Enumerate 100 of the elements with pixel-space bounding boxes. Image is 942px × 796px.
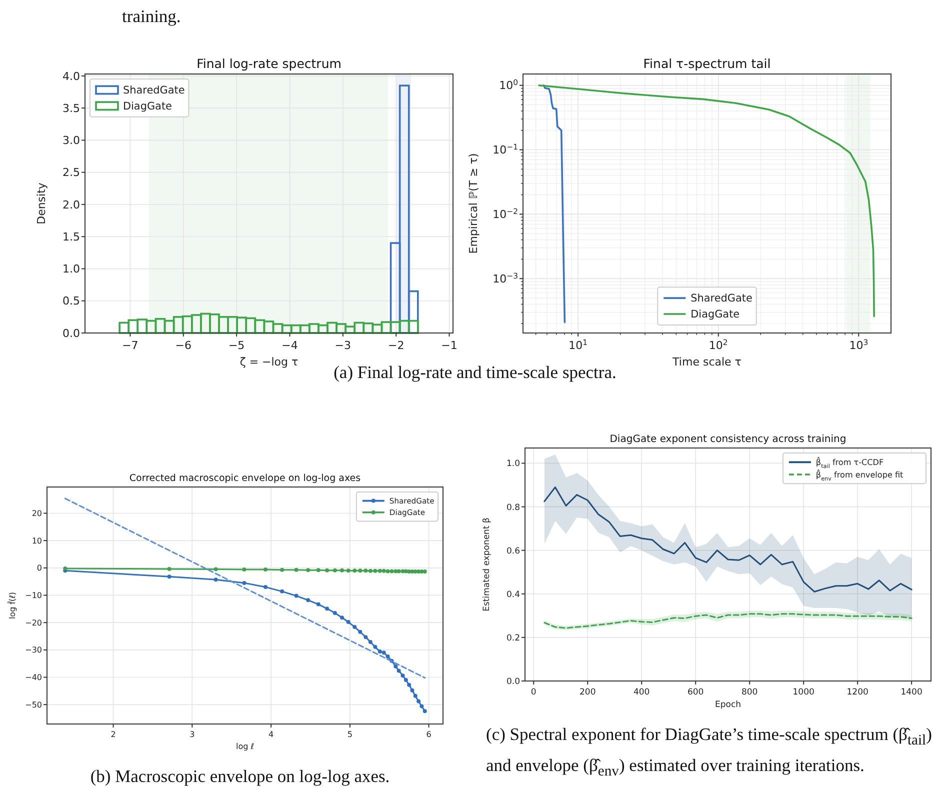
line-series [544,486,912,592]
chart-title: DiagGate exponent consistency across training [610,434,846,445]
point [358,630,362,634]
text: training. [122,5,182,28]
x-tick-label: −5 [228,339,245,352]
x-tick-label: 6 [426,730,432,739]
x-tick-label: 1400 [900,688,922,698]
point [394,569,398,574]
x-axis-title: Epoch [714,700,742,710]
point [214,567,218,572]
chart-title: Corrected macroscopic envelope on log-log axes [129,473,361,484]
point [340,568,344,572]
x-tick-label: 3 [190,730,195,739]
point [410,688,414,692]
point [306,598,310,602]
y-tick-label: 0.5 [62,294,80,308]
x-tick-label: −6 [175,339,192,352]
x-tick-label: −1 [441,339,458,352]
y-tick-label: 10$^{0}$ [499,78,518,92]
point [382,568,386,573]
point [378,650,382,654]
y-tick-label: 20 [32,509,42,518]
point [325,606,330,611]
y-tick-label: 10$^{−3}$ [492,270,518,286]
y-tick-label: −50 [25,700,42,710]
x-tick-label: 10$^{2}$ [708,338,728,352]
legend-label: β̂$_{env}$ from envelope fit [816,468,904,482]
point [280,589,284,594]
point [386,654,390,658]
point [378,568,382,573]
x-tick-label: −7 [122,339,138,352]
y-tick-label: 0.4 [506,590,520,600]
legend-label: DiagGate [690,308,740,321]
y-tick-label: 2.0 [62,198,80,212]
x-tick-label: 0 [530,688,536,698]
point [416,699,421,704]
point [400,674,405,678]
point [373,568,378,573]
x-tick-label: 10$^{3}$ [849,338,868,352]
y-axis-title: Estimated exponent β [482,518,492,612]
point [340,616,344,620]
point [364,568,368,573]
y-tick-label: 3.5 [62,102,80,115]
line-series [542,84,566,324]
legend-label: DiagGate [123,100,172,113]
x-tick-label: 400 [634,688,650,698]
x-axis-title: log ℓ [236,742,254,751]
point [410,569,414,574]
y-tick-label: 0.0 [62,326,80,340]
y-tick-label: 10 [32,536,42,546]
point [306,568,310,572]
x-tick-label: −2 [388,339,404,352]
x-tick-label: 1200 [846,688,868,698]
point [390,569,394,574]
point [332,611,337,616]
y-axis-title: Density [35,182,48,224]
y-tick-label: 1.5 [62,230,80,244]
chart-title: Final log-rate spectrum [196,56,342,71]
legend-label: SharedGate [690,292,752,305]
x-tick-label: 200 [580,688,596,698]
x-tick-label: −4 [282,339,298,352]
point [325,568,330,572]
x-tick-label: 1000 [792,688,814,698]
point [382,650,386,655]
point [264,585,268,590]
point [407,569,412,574]
x-tick-label: 10$^{1}$ [568,338,588,352]
point [407,682,412,687]
point [358,568,362,573]
point [242,568,246,572]
point [404,678,408,682]
x-tick-label: 600 [687,688,704,698]
point [420,569,424,574]
point [167,574,172,579]
text: (a) Final log-rate and time-scale spectra. [334,362,616,382]
y-tick-label: −40 [25,673,42,682]
point [352,624,357,629]
chart-title: Final τ-spectrum tail [643,56,771,71]
point [396,569,401,574]
x-axis-title: ζ = −log τ [240,356,299,369]
point [416,569,421,574]
point [167,567,172,572]
y-tick-label: 0.6 [506,546,520,556]
point [396,668,401,673]
y-tick-label: 1.0 [506,459,520,470]
y-tick-label: 0.8 [506,502,520,513]
point [422,709,427,714]
legend-label: SharedGate [123,84,185,97]
point [368,568,372,573]
point [294,594,298,598]
point [420,704,424,708]
y-tick-label: −20 [25,618,42,628]
y-tick-label: 10$^{−2}$ [492,206,518,222]
point [422,569,427,574]
y-tick-label: 1.0 [62,262,80,276]
y-tick-label: −30 [25,646,42,655]
y-axis-title: log f̂(ℓ) [8,592,17,620]
y-tick-label: 0 [36,564,42,573]
text: (b) Macroscopic envelope on log-log axes. [89,765,391,788]
point [346,620,350,624]
